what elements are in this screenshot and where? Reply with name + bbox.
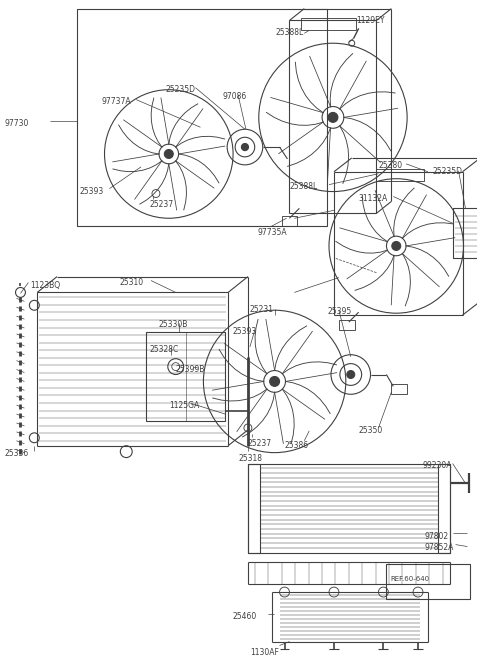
Bar — [77, 9, 327, 226]
Text: 97802: 97802 — [425, 532, 449, 541]
Circle shape — [392, 241, 401, 250]
Text: 25235D: 25235D — [166, 85, 196, 94]
Text: 97086: 97086 — [222, 92, 246, 101]
Bar — [453, 208, 480, 258]
Text: 25386: 25386 — [285, 441, 309, 449]
Circle shape — [328, 113, 338, 123]
Text: 25231: 25231 — [250, 305, 274, 314]
Bar — [248, 463, 260, 552]
Bar — [282, 216, 297, 226]
Text: 25318: 25318 — [238, 453, 262, 463]
Text: 97730: 97730 — [5, 119, 29, 129]
Bar — [438, 463, 450, 552]
Text: 25330B: 25330B — [159, 320, 188, 329]
Text: 25399B: 25399B — [176, 364, 205, 374]
Bar — [386, 564, 470, 599]
Circle shape — [164, 150, 173, 158]
Text: 25380: 25380 — [378, 161, 403, 170]
Bar — [391, 384, 407, 394]
Circle shape — [347, 370, 355, 378]
Text: 25388L: 25388L — [276, 28, 303, 38]
Text: 1129EY: 1129EY — [357, 16, 385, 24]
Bar — [376, 169, 424, 181]
Text: 1130AF: 1130AF — [250, 648, 279, 658]
Text: 1123BQ: 1123BQ — [30, 281, 60, 289]
Text: 25336: 25336 — [5, 449, 29, 457]
Circle shape — [270, 376, 279, 386]
Text: 97737A: 97737A — [102, 97, 131, 105]
Text: 97852A: 97852A — [425, 542, 454, 552]
Text: REF.60-640: REF.60-640 — [390, 576, 430, 583]
Bar — [146, 332, 225, 421]
Text: 25460: 25460 — [232, 612, 256, 621]
Text: 25395: 25395 — [327, 307, 351, 316]
Text: 25388L: 25388L — [289, 182, 318, 190]
Bar — [339, 320, 355, 330]
Bar — [301, 18, 356, 30]
Text: 1125GA: 1125GA — [169, 401, 199, 410]
Text: 25237: 25237 — [149, 200, 173, 210]
Text: 25237: 25237 — [248, 439, 272, 447]
Text: 25350: 25350 — [359, 426, 383, 435]
Text: 25393: 25393 — [232, 327, 256, 336]
Text: 25393: 25393 — [80, 186, 104, 196]
Text: 99230A: 99230A — [423, 461, 453, 469]
Text: 97735A: 97735A — [258, 228, 288, 237]
Circle shape — [241, 144, 249, 151]
Text: 31132A: 31132A — [359, 194, 388, 202]
Text: 25328C: 25328C — [149, 345, 178, 354]
Text: 25310: 25310 — [119, 277, 144, 287]
Text: 25235D: 25235D — [433, 167, 463, 176]
